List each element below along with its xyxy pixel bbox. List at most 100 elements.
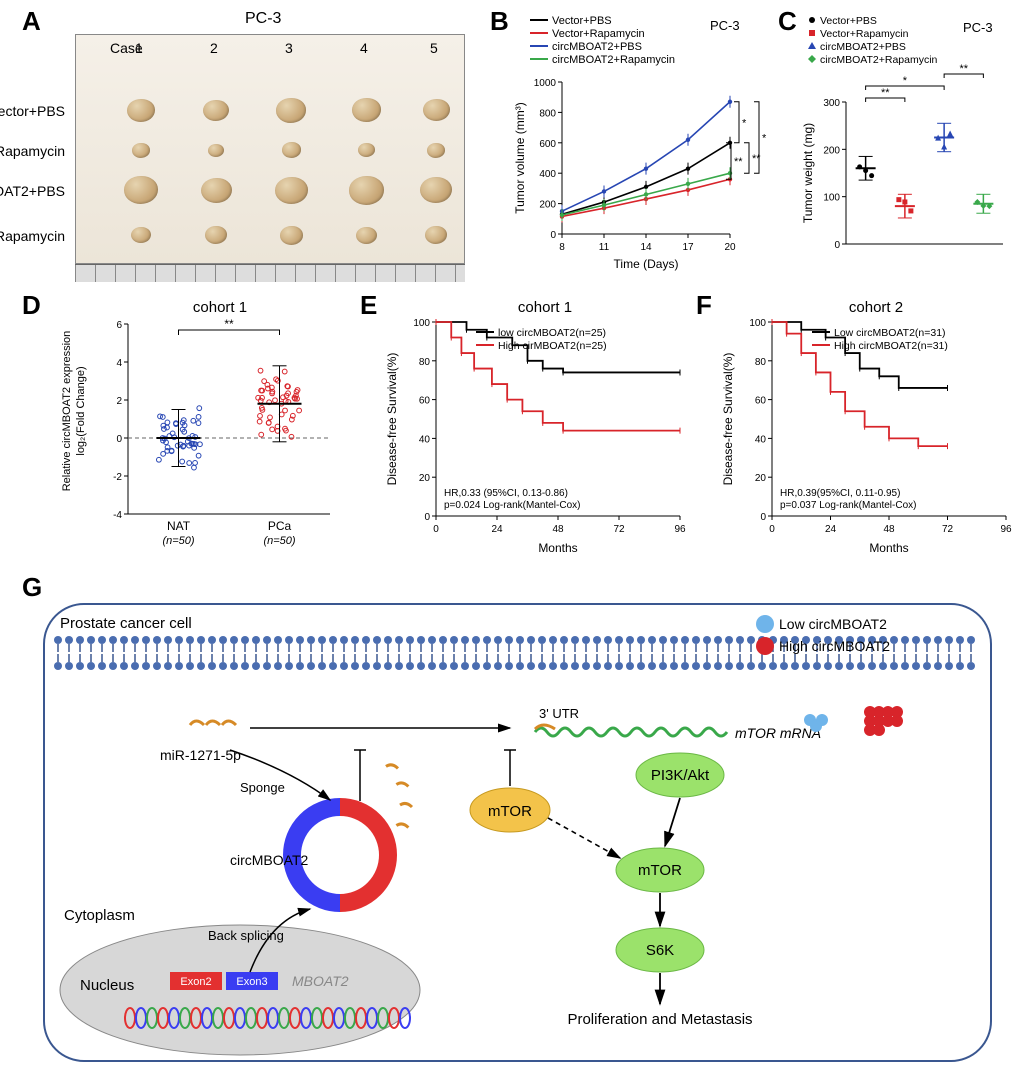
- svg-text:log₂(Fold Change): log₂(Fold Change): [75, 366, 87, 455]
- svg-text:circMBOAT2+Rapamycin: circMBOAT2+Rapamycin: [820, 54, 938, 66]
- panel-e-chart: cohort 1020406080100024487296low circMBO…: [380, 298, 690, 558]
- svg-text:**: **: [734, 156, 743, 168]
- panel-label-g: G: [22, 572, 42, 603]
- svg-text:0: 0: [769, 524, 775, 535]
- svg-text:0: 0: [116, 434, 122, 445]
- svg-text:Exon3: Exon3: [236, 976, 267, 988]
- tumor-sample: [203, 100, 229, 121]
- case-number: 5: [430, 40, 438, 56]
- svg-text:**: **: [752, 153, 761, 165]
- svg-text:2: 2: [116, 396, 122, 407]
- svg-text:200: 200: [539, 200, 556, 211]
- svg-text:300: 300: [823, 98, 840, 109]
- svg-text:Nucleus: Nucleus: [80, 977, 134, 994]
- panel-label-b: B: [490, 6, 509, 37]
- svg-text:**: **: [881, 87, 890, 99]
- case-number: 4: [360, 40, 368, 56]
- svg-text:Tumor volume (mm³): Tumor volume (mm³): [513, 102, 527, 214]
- svg-text:Exon2: Exon2: [180, 976, 211, 988]
- panel-a-row-label: circMBOAT2+PBS: [0, 183, 65, 199]
- svg-text:Disease-free Survival(%): Disease-free Survival(%): [385, 353, 399, 486]
- tumor-sample: [201, 178, 232, 203]
- svg-text:800: 800: [539, 108, 556, 119]
- svg-text:Exon2: Exon2: [342, 848, 376, 862]
- tumor-sample: [131, 227, 151, 243]
- svg-text:NAT: NAT: [167, 519, 191, 533]
- svg-text:Prostate cancer cell: Prostate cancer cell: [60, 615, 192, 632]
- tumor-sample: [425, 226, 447, 244]
- svg-text:Relative circMBOAT2 expression: Relative circMBOAT2 expression: [61, 331, 73, 492]
- ruler: [75, 264, 465, 282]
- tumor-sample: [132, 143, 150, 158]
- svg-text:72: 72: [613, 524, 625, 535]
- svg-text:72: 72: [942, 524, 954, 535]
- panel-a-row-label: Vector+PBS: [0, 103, 65, 119]
- tumor-sample: [208, 144, 224, 157]
- svg-text:Months: Months: [538, 541, 577, 555]
- svg-text:400: 400: [539, 169, 556, 180]
- svg-text:20: 20: [724, 242, 736, 253]
- panel-label-e: E: [360, 290, 377, 321]
- panel-f-chart: cohort 2020406080100024487296Low circMBO…: [716, 298, 1016, 558]
- svg-text:Proliferation and Metastasis: Proliferation and Metastasis: [567, 1011, 752, 1028]
- svg-text:(n=50): (n=50): [263, 535, 295, 547]
- svg-text:PC-3: PC-3: [710, 18, 740, 33]
- tumor-sample: [280, 226, 303, 245]
- panel-a-row-label: Vector+Rapamycin: [0, 143, 65, 159]
- panel-g-diagram: Prostate cancer cell Low circMBOAT2 High c…: [40, 600, 995, 1065]
- svg-text:0: 0: [550, 230, 556, 241]
- svg-text:(n=50): (n=50): [162, 535, 194, 547]
- tumor-sample: [358, 143, 375, 157]
- panel-d-chart: cohort 1-4-20246NAT(n=50)PCa(n=50)**Rela…: [50, 298, 350, 558]
- svg-text:8: 8: [559, 242, 565, 253]
- case-number: 3: [285, 40, 293, 56]
- tumor-sample: [127, 99, 155, 122]
- svg-text:Sponge: Sponge: [240, 780, 285, 795]
- svg-text:circMBOAT2: circMBOAT2: [230, 852, 309, 868]
- svg-text:-2: -2: [113, 472, 122, 483]
- svg-text:circMBOAT2+PBS: circMBOAT2+PBS: [820, 41, 906, 53]
- svg-text:HR,0.39(95%CI, 0.11-0.95): HR,0.39(95%CI, 0.11-0.95): [780, 488, 900, 499]
- svg-text:Back splicing: Back splicing: [208, 928, 284, 943]
- svg-text:p=0.037 Log-rank(Mantel-Cox): p=0.037 Log-rank(Mantel-Cox): [780, 500, 916, 511]
- svg-text:40: 40: [419, 434, 431, 445]
- svg-text:20: 20: [755, 473, 767, 484]
- svg-text:mTOR: mTOR: [488, 803, 532, 820]
- svg-text:96: 96: [674, 524, 686, 535]
- legend-item: Vector+Rapamycin: [552, 28, 645, 40]
- svg-text:High circMBOAT2(n=31): High circMBOAT2(n=31): [834, 340, 948, 352]
- svg-text:mTOR: mTOR: [638, 862, 682, 879]
- tumor-sample: [352, 98, 381, 122]
- svg-text:Low circMBOAT2: Low circMBOAT2: [779, 616, 887, 632]
- panel-label-a: A: [22, 6, 41, 37]
- svg-text:Cytoplasm: Cytoplasm: [64, 907, 135, 924]
- svg-text:S6K: S6K: [646, 942, 674, 959]
- svg-text:MBOAT2: MBOAT2: [292, 973, 349, 989]
- svg-text:200: 200: [823, 145, 840, 156]
- svg-text:48: 48: [552, 524, 564, 535]
- panel-label-c: C: [778, 6, 797, 37]
- svg-text:60: 60: [419, 396, 431, 407]
- svg-text:600: 600: [539, 139, 556, 150]
- svg-text:High circMBOAT2: High circMBOAT2: [779, 638, 890, 654]
- panel-c-chart: Vector+PBSVector+RapamycincircMBOAT2+PBS…: [798, 14, 1013, 274]
- svg-text:4: 4: [116, 358, 122, 369]
- legend-item: circMBOAT2+Rapamycin: [552, 54, 675, 66]
- svg-text:0: 0: [760, 512, 766, 523]
- svg-text:mTOR mRNA: mTOR mRNA: [735, 725, 821, 741]
- svg-text:HR,0.33 (95%CI, 0.13-0.86): HR,0.33 (95%CI, 0.13-0.86): [444, 488, 568, 499]
- svg-text:**: **: [224, 317, 234, 331]
- svg-text:40: 40: [755, 434, 767, 445]
- svg-text:p=0.024 Log-rank(Mantel-Cox): p=0.024 Log-rank(Mantel-Cox): [444, 500, 580, 511]
- svg-text:*: *: [762, 132, 767, 144]
- tumor-sample: [356, 227, 377, 244]
- svg-text:Tumor weight (mg): Tumor weight (mg): [801, 123, 815, 223]
- legend-item: circMBOAT2+PBS: [552, 41, 642, 53]
- svg-text:Low circMBOAT2(n=31): Low circMBOAT2(n=31): [834, 327, 946, 339]
- svg-text:PI3K/Akt: PI3K/Akt: [651, 767, 710, 784]
- tumor-sample: [276, 98, 306, 123]
- svg-text:100: 100: [823, 193, 840, 204]
- svg-text:17: 17: [682, 242, 694, 253]
- tumor-sample: [349, 176, 384, 205]
- svg-text:Vector+Rapamycin: Vector+Rapamycin: [820, 28, 909, 40]
